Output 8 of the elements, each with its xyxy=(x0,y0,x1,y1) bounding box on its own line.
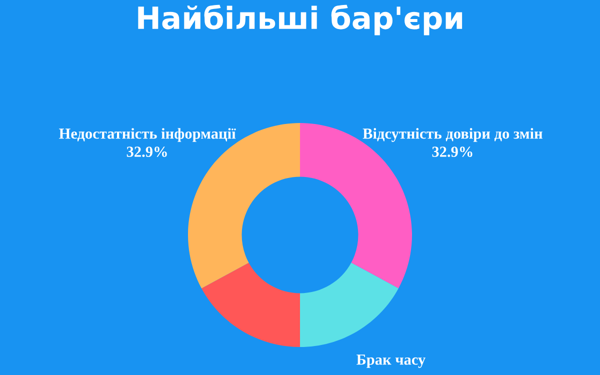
data-label: 32.9% xyxy=(126,146,167,157)
slice-label: Брак часу xyxy=(356,354,426,368)
slice-label: Недостатність інформації xyxy=(59,128,236,142)
donut-slice xyxy=(300,262,398,347)
data-label: 32.9% xyxy=(432,146,472,157)
chart-title: Найбільші бар'єри xyxy=(138,4,462,36)
donut-slice xyxy=(202,262,300,347)
slice-label: Відсутність довіри до змін xyxy=(362,128,542,142)
